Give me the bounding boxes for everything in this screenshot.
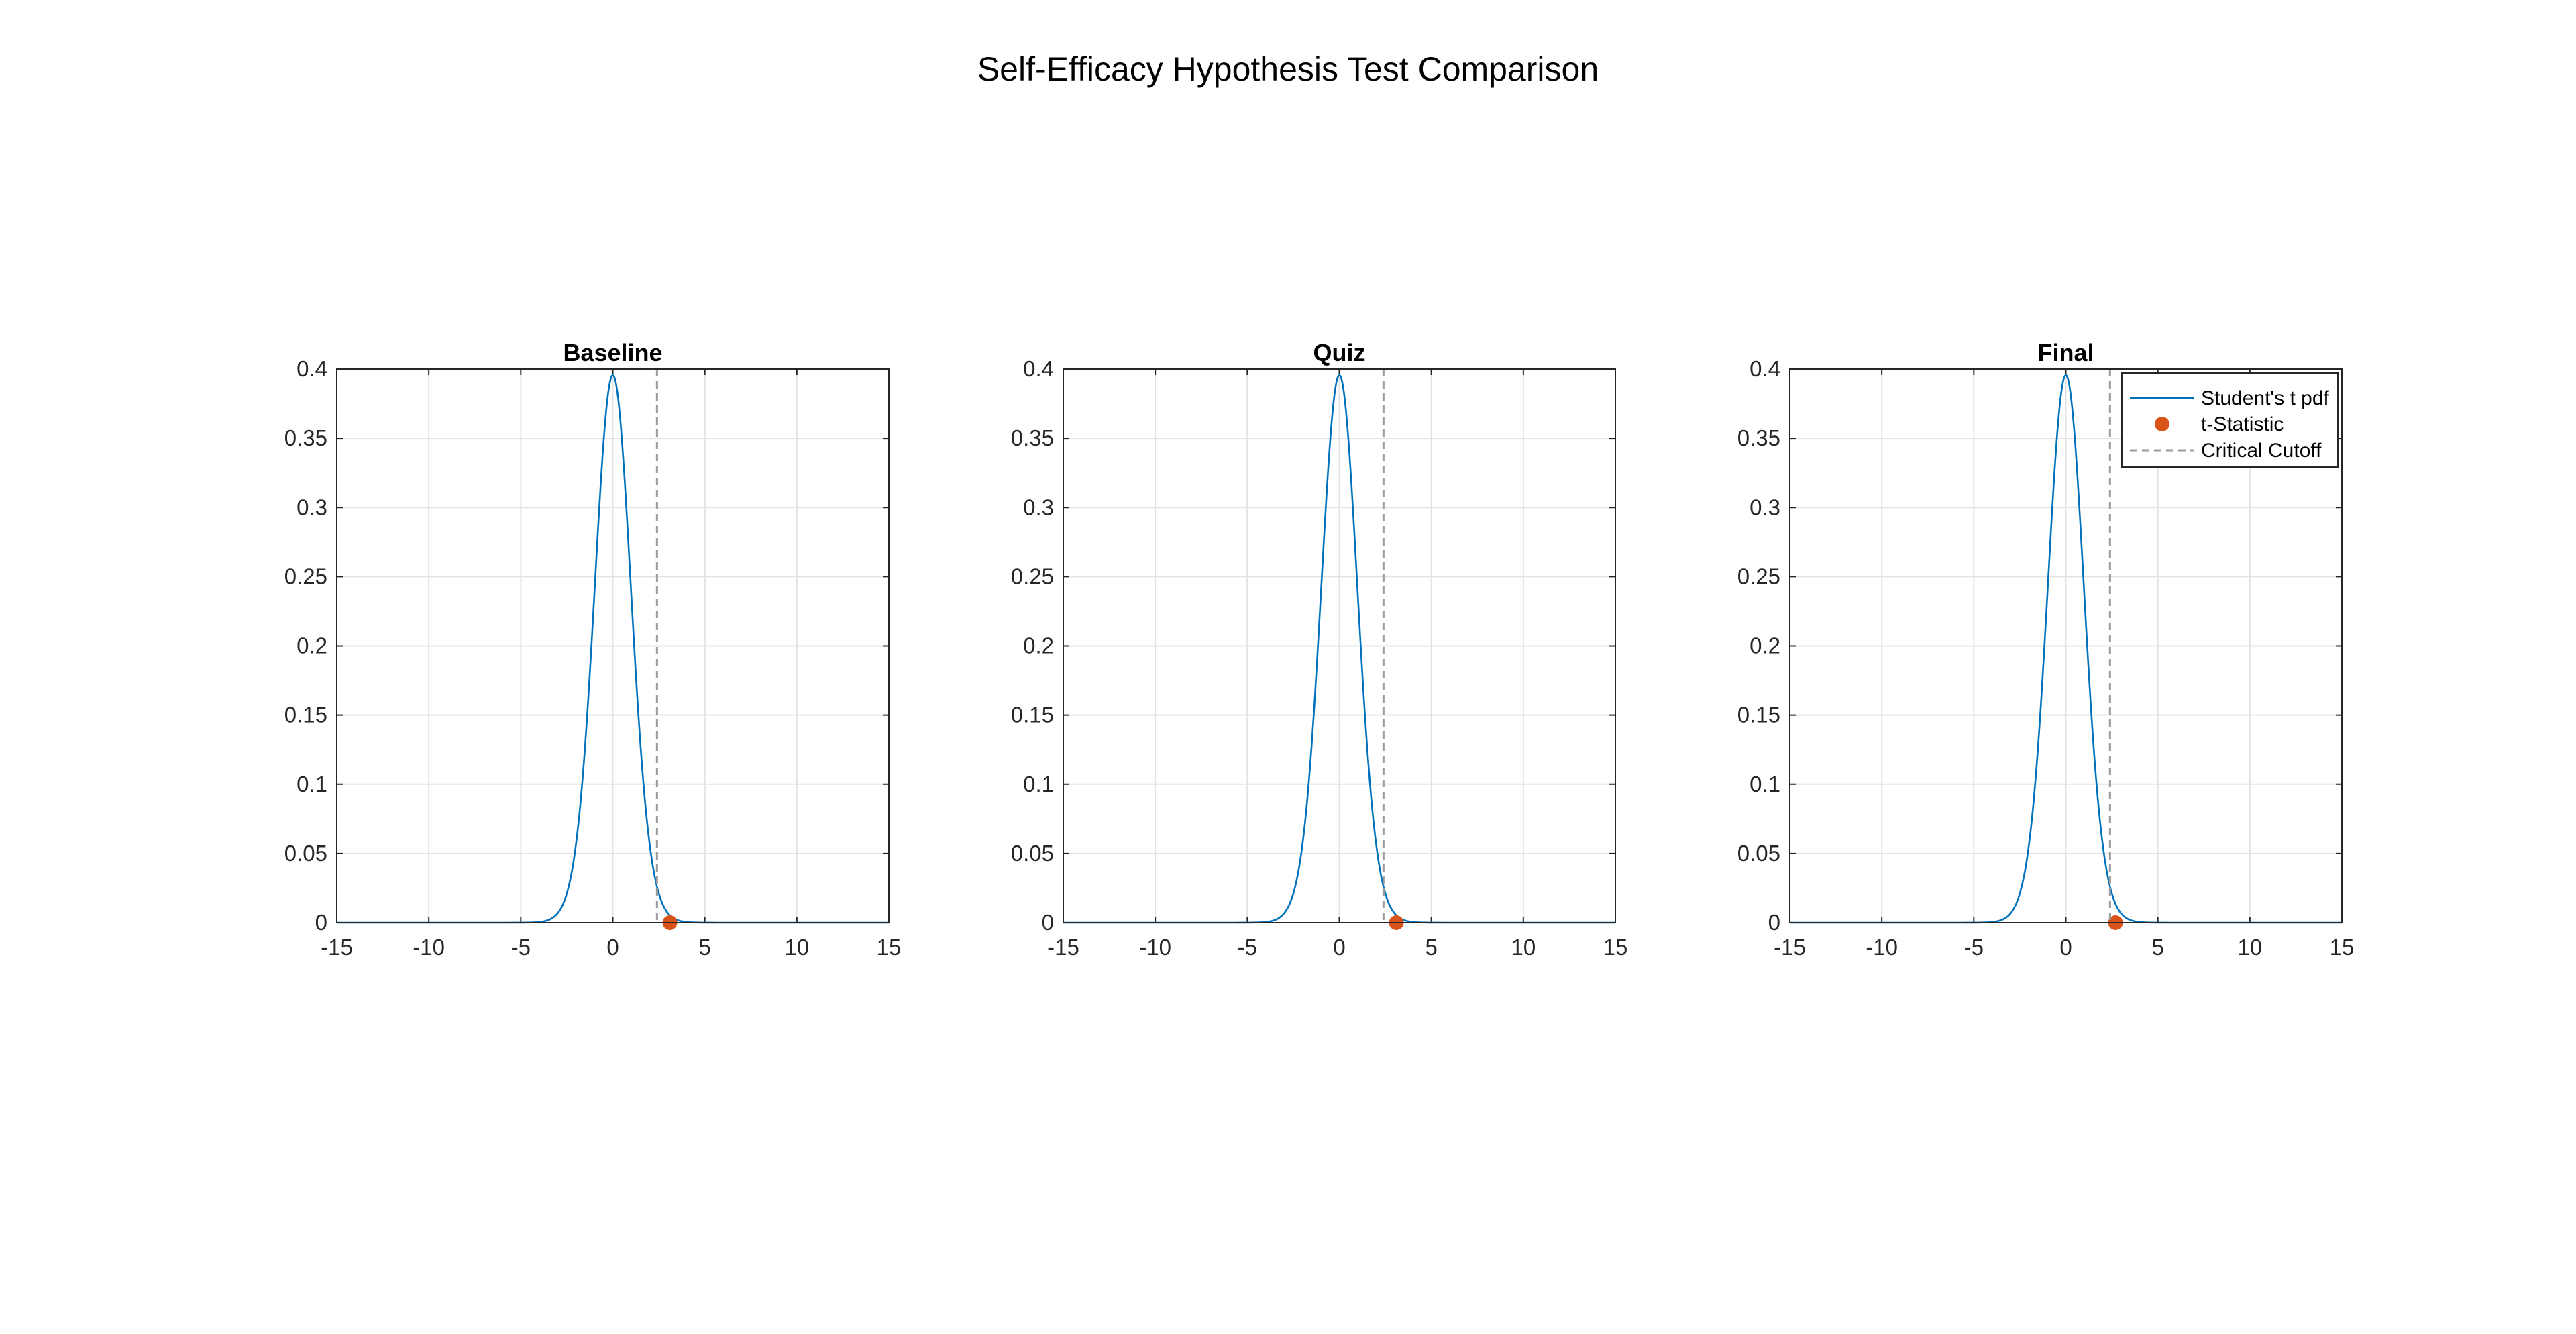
y-tick-label: 0.35 (1737, 425, 1780, 450)
y-tick-label: 0.15 (1737, 703, 1780, 727)
y-tick-label: 0.3 (297, 495, 327, 519)
y-tick-label: 0 (1042, 910, 1054, 935)
x-tick-label: -15 (1047, 935, 1079, 960)
y-tick-label: 0.1 (1023, 772, 1054, 797)
y-tick-label: 0 (1768, 910, 1780, 935)
y-tick-label: 0.05 (1011, 841, 1054, 866)
y-tick-label: 0.05 (1737, 841, 1780, 866)
legend-label: Student's t pdf (2201, 387, 2330, 409)
subplot-title: Quiz (1313, 339, 1366, 366)
subplot-title: Final (2037, 339, 2094, 366)
x-tick-label: 10 (784, 935, 809, 960)
axes-box (1063, 368, 1616, 923)
y-tick-label: 0.4 (1023, 356, 1054, 381)
x-tick-label: -5 (1964, 935, 1984, 960)
legend-label: t-Statistic (2201, 413, 2284, 435)
y-tick-label: 0.1 (297, 772, 327, 797)
axes-box (336, 368, 890, 923)
legend-label: Critical Cutoff (2201, 440, 2322, 462)
x-tick-label: 10 (1511, 935, 1536, 960)
x-tick-label: -5 (1238, 935, 1257, 960)
x-tick-label: -15 (321, 935, 353, 960)
y-tick-label: 0.2 (297, 633, 327, 658)
x-tick-label: 15 (2330, 935, 2355, 960)
x-tick-label: 0 (1333, 935, 1345, 960)
x-tick-label: -10 (1139, 935, 1171, 960)
y-tick-label: 0.1 (1750, 772, 1780, 797)
subplot-title: Baseline (563, 339, 662, 366)
y-tick-label: 0.4 (1750, 356, 1780, 381)
x-tick-label: 0 (606, 935, 619, 960)
y-tick-label: 0.35 (284, 425, 327, 450)
x-tick-label: 10 (2237, 935, 2262, 960)
y-tick-label: 0.35 (1011, 425, 1054, 450)
legend: Student's t pdf t-Statistic Critical Cutof… (2121, 372, 2339, 468)
x-tick-label: 15 (877, 935, 902, 960)
subplot-baseline: -15 -10 -5 0 5 10 15 0 0.05 0.1 0.15 0.2 0.25 0.3 0.35… (284, 339, 902, 960)
y-tick-label: 0.15 (1011, 703, 1054, 727)
x-tick-label: 5 (2151, 935, 2163, 960)
y-tick-label: 0.3 (1750, 495, 1780, 519)
y-tick-label: 0.2 (1023, 633, 1054, 658)
y-tick-label: 0.15 (284, 703, 327, 727)
y-tick-label: 0.3 (1023, 495, 1054, 519)
x-tick-label: -10 (1866, 935, 1898, 960)
y-tick-label: 0.2 (1750, 633, 1780, 658)
axes-container: -15 -10 -5 0 5 10 1500.050.10.150.20.250.30.35… (284, 339, 2355, 960)
y-tick-label: 0.05 (284, 841, 327, 866)
subplot-quiz: -15 -10 -5 0 5 10 15 0 0.05 0.1 0.15 0.2 0.25 0.3 0.35… (1011, 339, 1628, 960)
x-tick-label: -10 (413, 935, 445, 960)
x-tick-label: 5 (698, 935, 710, 960)
y-tick-label: 0.4 (297, 356, 327, 381)
x-tick-label: 15 (1603, 935, 1628, 960)
axes-box (1789, 368, 2343, 923)
x-tick-label: -5 (511, 935, 531, 960)
x-tick-label: 5 (1425, 935, 1437, 960)
figure-title: Self-Efficacy Hypothesis Test Comparison (977, 50, 1599, 88)
y-tick-label: 0.25 (1737, 564, 1780, 588)
y-tick-label: 0 (315, 910, 327, 935)
x-tick-label: 0 (2059, 935, 2072, 960)
legend-marker-swatch (2155, 417, 2169, 431)
x-tick-label: -15 (1774, 935, 1806, 960)
subplot-final: -15 -10 -5 0 5 10 15 0 0.05 0.1 0.15 0.2 0.25 0.3 0.35… (1737, 339, 2355, 960)
y-tick-label: 0.25 (284, 564, 327, 588)
y-tick-label: 0.25 (1011, 564, 1054, 588)
